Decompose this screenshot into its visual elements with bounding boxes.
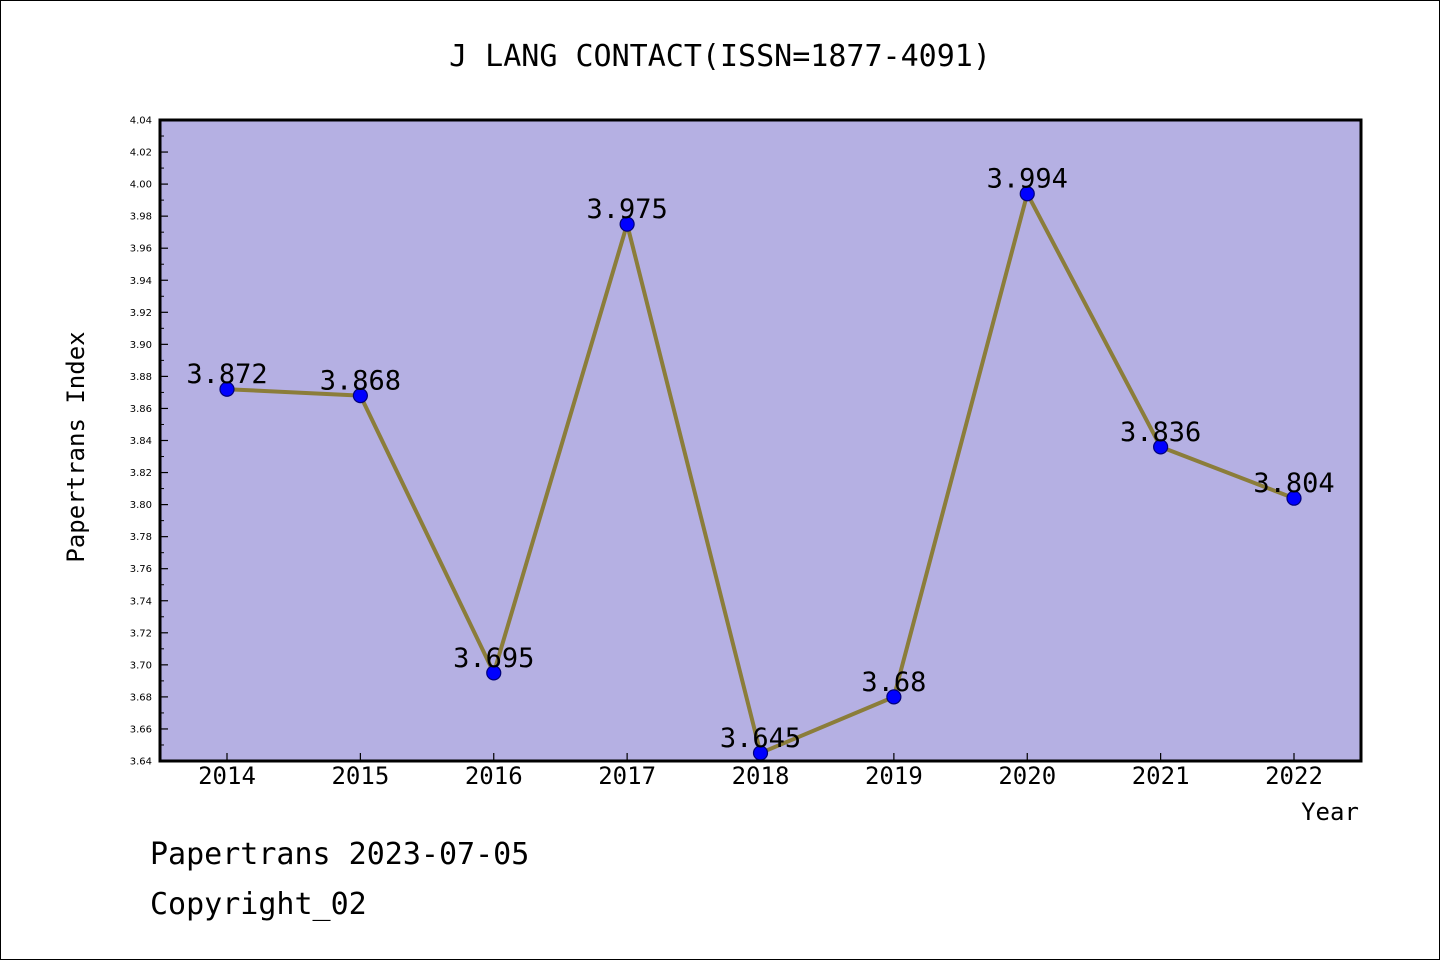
data-point <box>619 216 635 232</box>
y-tick-label: 3.96 <box>130 244 152 255</box>
y-tick-label: 3.64 <box>130 757 152 768</box>
footer-date: Papertrans 2023-07-05 <box>150 837 529 872</box>
data-label: 3.868 <box>320 366 401 397</box>
data-label: 3.68 <box>861 667 926 698</box>
data-point <box>486 665 502 681</box>
y-tick-label: 3.88 <box>130 372 152 383</box>
y-tick-label: 3.72 <box>130 628 152 639</box>
footer-copyright: Copyright_02 <box>150 887 367 922</box>
x-axis-label: Year <box>1301 798 1359 826</box>
x-tick-label: 2015 <box>331 762 389 790</box>
data-point <box>219 381 235 397</box>
y-tick-label: 4.00 <box>130 180 152 191</box>
y-tick-label: 3.76 <box>130 564 152 575</box>
data-label: 3.975 <box>586 194 667 225</box>
data-label: 3.836 <box>1120 417 1201 448</box>
series-markers <box>219 186 1302 761</box>
data-labels: 3.872 3.868 3.695 3.975 3.645 3.68 3.994 3.836 3… <box>186 164 1334 754</box>
x-tick-label: 2017 <box>598 762 656 790</box>
y-tick-label: 3.78 <box>130 532 152 543</box>
x-tick-label: 2018 <box>732 762 790 790</box>
y-tick-label: 3.98 <box>130 212 152 223</box>
x-tick-label: 2019 <box>865 762 923 790</box>
x-axis: 2014 2015 2016 2017 2018 2019 2020 2021 2022 <box>198 753 1323 790</box>
chart-title: J LANG CONTACT(ISSN=1877-4091) <box>449 39 991 74</box>
data-label: 3.645 <box>720 723 801 754</box>
y-tick-label: 3.94 <box>130 276 152 287</box>
y-tick-label: 3.82 <box>130 468 152 479</box>
y-tick-label: 3.84 <box>130 436 152 447</box>
x-tick-label: 2016 <box>465 762 523 790</box>
data-point <box>1019 186 1035 202</box>
y-tick-label: 3.70 <box>130 660 152 671</box>
y-tick-label: 4.02 <box>130 148 152 159</box>
y-tick-label: 3.90 <box>130 340 152 351</box>
y-tick-label: 3.80 <box>130 500 152 511</box>
y-tick-label: 3.86 <box>130 404 152 415</box>
data-point <box>1153 439 1169 455</box>
data-label: 3.872 <box>186 359 267 390</box>
y-axis-label: Papertrans Index <box>62 331 90 562</box>
y-tick-label: 3.92 <box>130 308 152 319</box>
data-label: 3.804 <box>1253 468 1334 499</box>
x-tick-label: 2021 <box>1132 762 1190 790</box>
x-tick-label: 2014 <box>198 762 256 790</box>
y-axis: 3.64 3.66 3.68 3.70 3.72 3.74 3.76 3.78 3.80 3.82… <box>130 116 168 768</box>
x-tick-label: 2022 <box>1265 762 1323 790</box>
data-point <box>886 689 902 705</box>
data-label: 3.994 <box>987 164 1068 195</box>
y-tick-label: 4.04 <box>130 116 152 127</box>
y-tick-label: 3.66 <box>130 724 152 735</box>
y-tick-label: 3.74 <box>130 596 152 607</box>
data-point <box>352 388 368 404</box>
data-point <box>1286 490 1302 506</box>
y-tick-label: 3.68 <box>130 692 152 703</box>
x-tick-label: 2020 <box>998 762 1056 790</box>
plot-border <box>158 118 1363 763</box>
data-label: 3.695 <box>453 643 534 674</box>
